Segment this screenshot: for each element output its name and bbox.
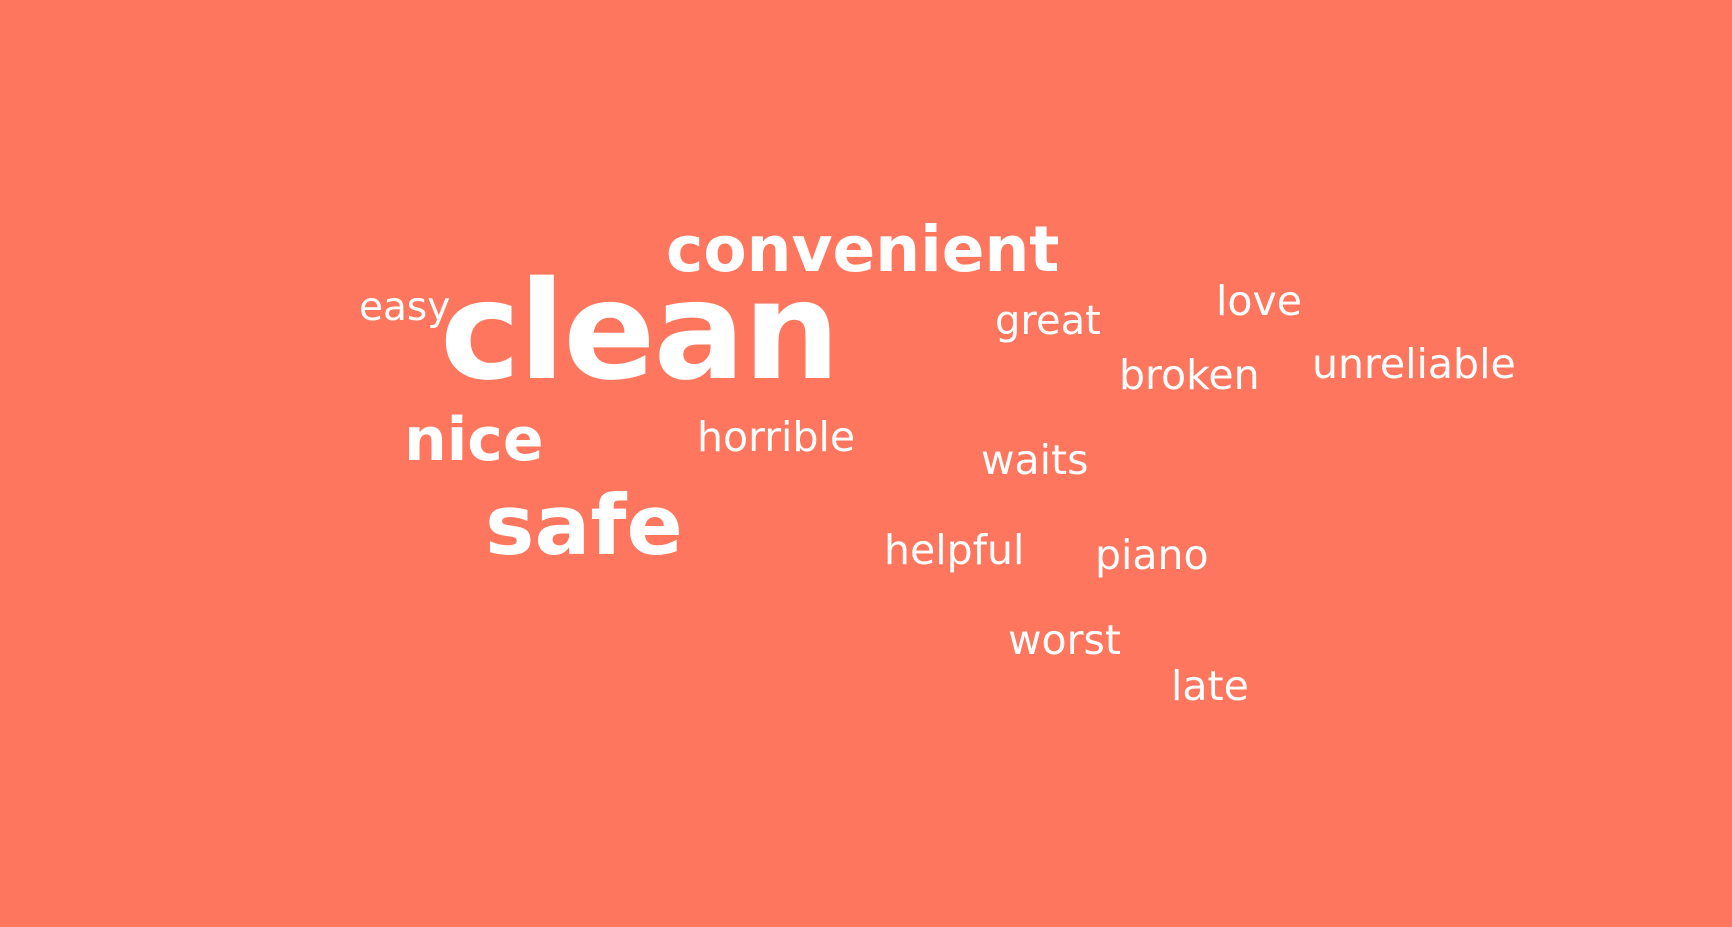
- word-waits: waits: [981, 436, 1089, 484]
- word-late: late: [1171, 662, 1249, 710]
- word-convenient: convenient: [666, 213, 1060, 286]
- word-safe: safe: [485, 477, 683, 574]
- word-piano: piano: [1095, 531, 1209, 579]
- word-clean: clean: [440, 253, 840, 411]
- word-horrible: horrible: [697, 413, 856, 461]
- word-broken: broken: [1119, 351, 1260, 399]
- word-nice: nice: [404, 405, 544, 475]
- word-easy: easy: [359, 285, 451, 330]
- word-helpful: helpful: [884, 526, 1025, 574]
- word-great: great: [995, 298, 1101, 344]
- word-unreliable: unreliable: [1312, 340, 1516, 388]
- word-worst: worst: [1008, 616, 1121, 664]
- word-love: love: [1216, 277, 1302, 325]
